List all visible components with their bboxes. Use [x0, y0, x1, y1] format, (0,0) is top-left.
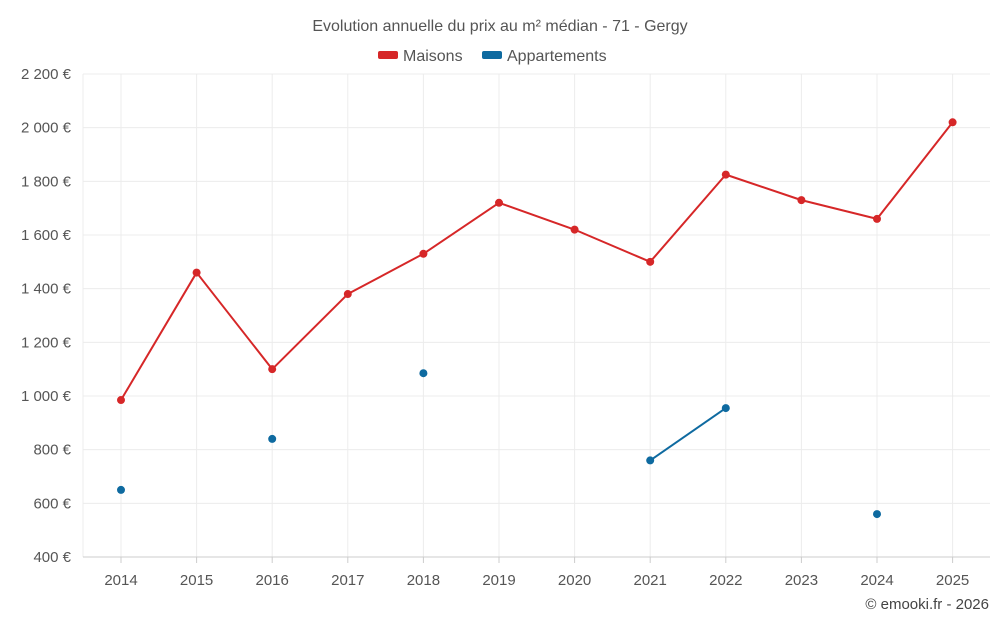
x-tick-label: 2014	[104, 572, 137, 589]
x-tick-label: 2024	[860, 572, 893, 589]
x-tick-label: 2015	[180, 572, 213, 589]
y-tick-label: 1 000 €	[21, 388, 72, 405]
series-line-appartements	[649, 407, 727, 462]
series-points	[117, 118, 957, 519]
data-point-maisons[interactable]	[495, 198, 503, 207]
data-point-maisons[interactable]	[797, 196, 806, 205]
x-tick-label: 2016	[256, 572, 289, 589]
y-tick-label: 600 €	[33, 495, 71, 512]
y-tick-label: 2 200 €	[21, 66, 72, 83]
data-point-appartements[interactable]	[873, 510, 881, 519]
x-tick-label: 2017	[331, 572, 364, 589]
data-point-maisons[interactable]	[117, 396, 125, 405]
x-tick-label: 2022	[709, 572, 742, 589]
data-point-maisons[interactable]	[873, 214, 881, 223]
data-point-maisons[interactable]	[646, 257, 655, 266]
legend-label-maisons: Maisons	[403, 48, 463, 65]
data-point-appartements[interactable]	[646, 456, 655, 465]
series-lines	[120, 121, 954, 462]
x-tick-label: 2019	[482, 572, 515, 589]
x-axis: 2014 2015 2016 2017 2018 2019 2020 2021 2022 2023…	[104, 557, 969, 589]
data-point-maisons[interactable]	[343, 290, 352, 299]
y-tick-label: 1 200 €	[21, 334, 72, 351]
data-point-maisons[interactable]	[419, 249, 428, 258]
x-tick-label: 2021	[634, 572, 667, 589]
data-point-maisons[interactable]	[268, 365, 277, 374]
data-point-maisons[interactable]	[721, 170, 730, 179]
data-point-appartements[interactable]	[721, 404, 730, 413]
y-gridlines	[83, 73, 990, 558]
credit-text: © emooki.fr - 2026	[865, 596, 989, 613]
y-tick-label: 2 000 €	[21, 120, 72, 137]
y-axis: 400 € 600 € 800 € 1 000 € 1 200 € 1 400 € 1 60…	[21, 66, 72, 566]
legend-item-maisons[interactable]: Maisons	[378, 48, 463, 65]
x-tick-label: 2025	[936, 572, 969, 589]
y-tick-label: 800 €	[33, 442, 71, 459]
x-tick-label: 2020	[558, 572, 591, 589]
data-point-maisons[interactable]	[948, 118, 957, 127]
y-tick-label: 1 600 €	[21, 227, 72, 244]
data-point-maisons[interactable]	[570, 225, 579, 234]
series-line-maisons	[120, 121, 954, 401]
data-point-appartements[interactable]	[117, 485, 125, 494]
legend-swatch-appartements	[482, 51, 502, 59]
y-tick-label: 400 €	[33, 549, 71, 566]
legend-item-appartements[interactable]: Appartements	[482, 48, 607, 65]
legend-swatch-maisons	[378, 51, 398, 59]
data-point-appartements[interactable]	[419, 369, 428, 378]
chart-title: Evolution annuelle du prix au m² médian …	[312, 18, 687, 35]
x-gridlines	[82, 74, 990, 558]
y-tick-label: 1 800 €	[21, 173, 72, 190]
data-point-maisons[interactable]	[192, 268, 201, 277]
y-tick-label: 1 400 €	[21, 281, 72, 298]
data-point-appartements[interactable]	[268, 434, 277, 443]
x-tick-label: 2018	[407, 572, 440, 589]
legend: Maisons Appartements	[378, 48, 607, 65]
x-tick-label: 2023	[785, 572, 818, 589]
legend-label-appartements: Appartements	[507, 48, 607, 65]
